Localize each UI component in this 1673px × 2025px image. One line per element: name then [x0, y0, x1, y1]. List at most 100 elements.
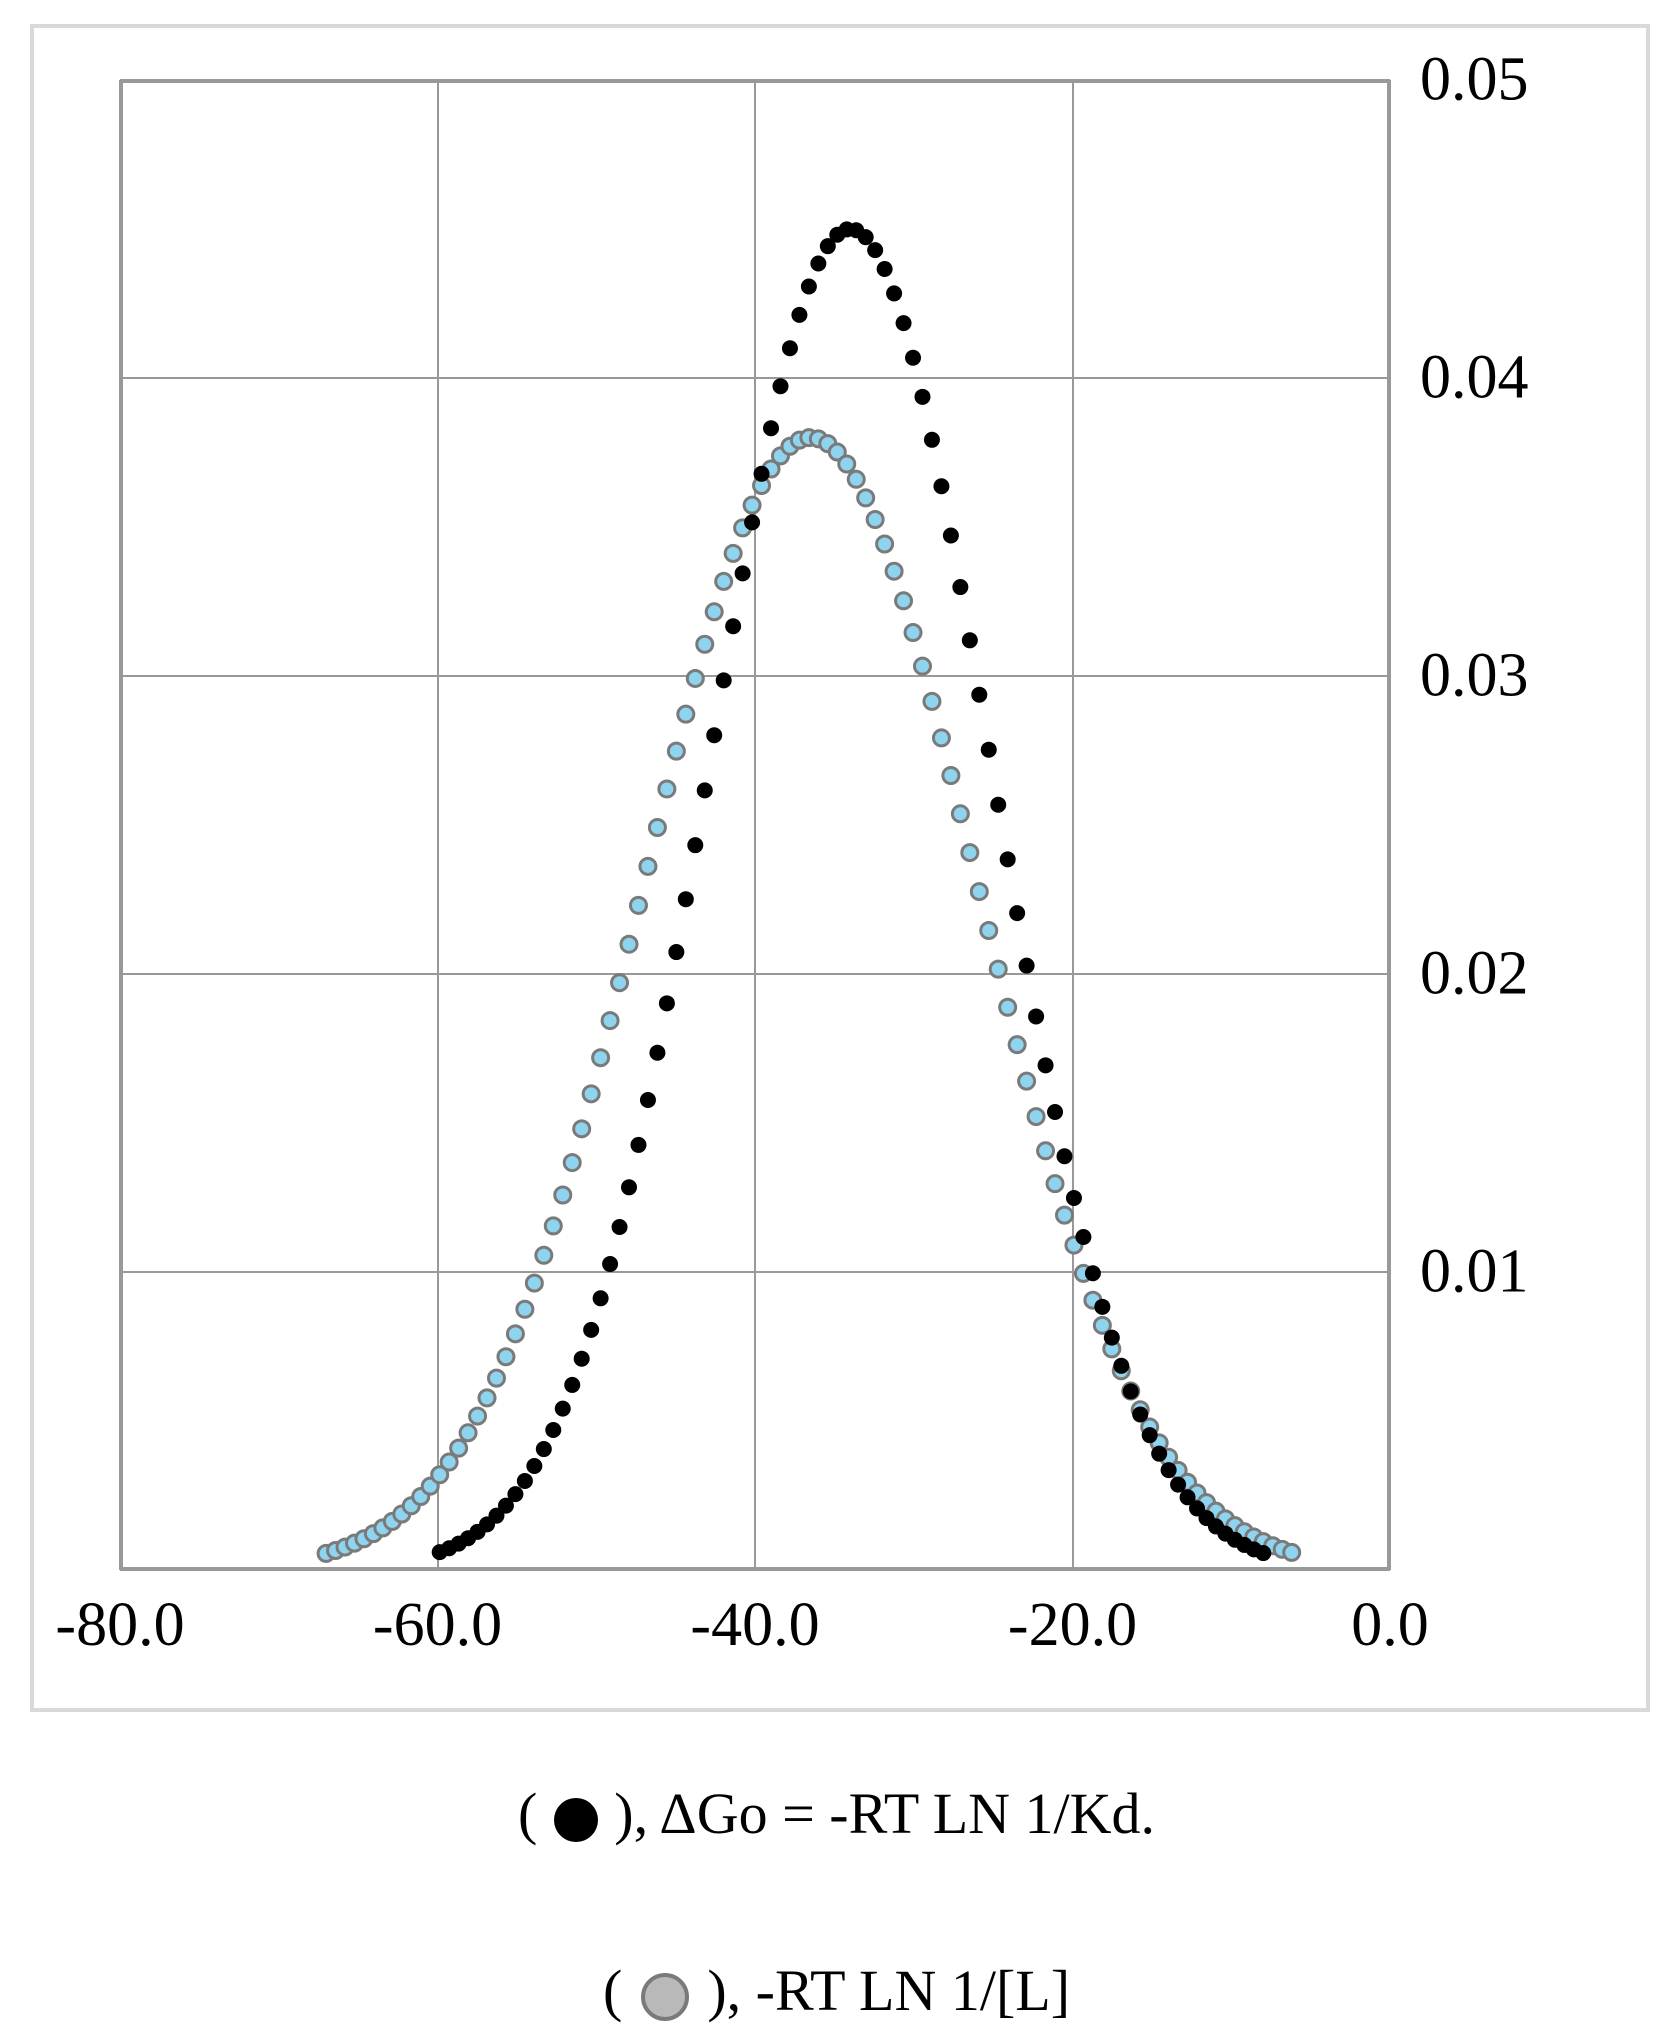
data-point [640, 858, 656, 874]
data-point [1075, 1229, 1091, 1245]
data-point [896, 593, 912, 609]
data-point [848, 471, 864, 487]
data-point [1104, 1330, 1120, 1346]
data-point [612, 1219, 628, 1235]
data-point [612, 975, 628, 991]
data-point [706, 727, 722, 743]
data-point [498, 1349, 514, 1365]
data-point [896, 315, 912, 331]
data-point [924, 693, 940, 709]
data-point [962, 845, 978, 861]
data-point [593, 1290, 609, 1306]
data-point [593, 1050, 609, 1066]
data-point [772, 378, 788, 394]
y-tick-label: 0.05 [1420, 45, 1529, 116]
data-point [460, 1425, 476, 1441]
data-point [981, 742, 997, 758]
data-point [1028, 1109, 1044, 1125]
data-point [791, 307, 807, 323]
data-point [716, 573, 732, 589]
y-tick-label: 0.03 [1420, 641, 1529, 712]
data-point [526, 1275, 542, 1291]
x-tick-label: -20.0 [1008, 1590, 1137, 1661]
y-tick-label: 0.01 [1420, 1237, 1529, 1308]
data-point [725, 618, 741, 634]
data-point [678, 706, 694, 722]
y-tick-label: 0.02 [1420, 939, 1529, 1010]
x-tick-label: 0.0 [1351, 1590, 1429, 1661]
data-point [914, 658, 930, 674]
data-point [839, 456, 855, 472]
data-point [990, 961, 1006, 977]
data-point [1170, 1477, 1186, 1493]
data-point [536, 1441, 552, 1457]
data-point [1132, 1406, 1148, 1422]
x-tick-label: -60.0 [373, 1590, 502, 1661]
data-point [1000, 851, 1016, 867]
legend-text-pre: ( [518, 1781, 552, 1846]
data-point [905, 350, 921, 366]
data-point [933, 730, 949, 746]
data-point [668, 743, 684, 759]
data-point [1066, 1190, 1082, 1206]
data-point [555, 1187, 571, 1203]
data-point [1000, 999, 1016, 1015]
data-point [763, 420, 779, 436]
data-point [621, 936, 637, 952]
data-point [943, 767, 959, 783]
data-point [488, 1370, 504, 1386]
x-tick-label: -80.0 [55, 1590, 184, 1661]
data-point [725, 545, 741, 561]
legend-marker-icon [637, 1969, 693, 2025]
data-point [517, 1301, 533, 1317]
data-point [867, 242, 883, 258]
data-point [649, 1045, 665, 1061]
data-point [687, 837, 703, 853]
data-point [933, 478, 949, 494]
data-point [716, 672, 732, 688]
data-point [706, 604, 722, 620]
data-point [1019, 958, 1035, 974]
data-point [990, 797, 1006, 813]
data-point [1255, 1545, 1271, 1561]
data-point [1038, 1057, 1054, 1073]
data-point [962, 632, 978, 648]
data-point [1028, 1008, 1044, 1024]
data-point [470, 1408, 486, 1424]
data-point [687, 670, 703, 686]
data-point [630, 1137, 646, 1153]
data-point [877, 261, 893, 277]
series-rtlnL [318, 430, 1300, 1562]
data-point [678, 891, 694, 907]
figure: -80.0-60.0-40.0-20.00.00.010.020.030.040… [0, 0, 1673, 2011]
plot-area: -80.0-60.0-40.0-20.00.00.010.020.030.040… [120, 80, 1390, 1570]
data-point [507, 1486, 523, 1502]
data-point [1284, 1544, 1300, 1560]
data-point [886, 285, 902, 301]
data-point [886, 563, 902, 579]
data-point [602, 1013, 618, 1029]
data-point [451, 1440, 467, 1456]
legend-text-post: ), ΔGo = -RT LN 1/Kd. [600, 1781, 1155, 1846]
data-point [583, 1322, 599, 1338]
data-point [574, 1121, 590, 1137]
data-point [858, 229, 874, 245]
data-point [697, 782, 713, 798]
data-point [630, 897, 646, 913]
data-point [1047, 1176, 1063, 1192]
data-point [536, 1247, 552, 1263]
data-point [697, 636, 713, 652]
data-point [867, 512, 883, 528]
data-point [1056, 1207, 1072, 1223]
x-tick-label: -40.0 [690, 1590, 819, 1661]
data-point [507, 1326, 523, 1342]
legend-marker-icon [552, 1796, 600, 1844]
legend-item: ( ), ΔGo = -RT LN 1/Kd. [0, 1780, 1673, 1847]
data-point [877, 536, 893, 552]
data-point [1161, 1462, 1177, 1478]
data-point [735, 565, 751, 581]
data-point [952, 806, 968, 822]
legend: ( ), ΔGo = -RT LN 1/Kd.( ), -RT LN 1/[L] [0, 1780, 1673, 2025]
data-point [545, 1218, 561, 1234]
legend-text-post: ), -RT LN 1/[L] [693, 1958, 1070, 2023]
